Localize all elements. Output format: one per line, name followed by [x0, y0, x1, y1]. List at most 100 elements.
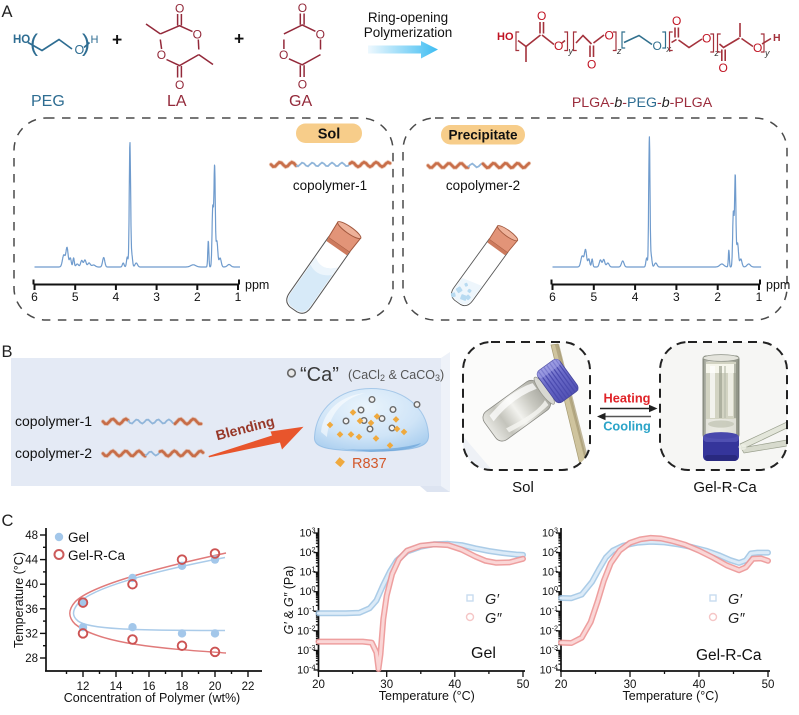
svg-text:O: O [537, 9, 546, 23]
svg-text:O: O [298, 1, 307, 15]
svg-text:z: z [714, 48, 720, 58]
svg-text:102: 102 [542, 545, 558, 559]
svg-text:2: 2 [714, 290, 721, 304]
svg-text:4: 4 [113, 290, 120, 304]
svg-text:18: 18 [176, 681, 189, 693]
svg-text:O: O [175, 78, 184, 92]
svg-text:Polymerization: Polymerization [364, 25, 453, 40]
svg-text:Gel-R-Ca: Gel-R-Ca [693, 479, 757, 496]
svg-text:40: 40 [448, 679, 461, 691]
svg-text:O: O [672, 14, 681, 28]
svg-text:G″: G″ [728, 611, 745, 627]
svg-text:50: 50 [517, 679, 530, 691]
svg-text:3: 3 [153, 290, 160, 304]
svg-text:O: O [175, 2, 184, 16]
svg-text:y: y [568, 46, 574, 56]
svg-text:28: 28 [25, 653, 38, 665]
svg-text:O: O [653, 39, 662, 53]
svg-text:103: 103 [542, 526, 558, 540]
svg-text:40: 40 [25, 579, 38, 591]
svg-text:Concentration of Polymer (wt%): Concentration of Polymer (wt%) [64, 691, 240, 705]
svg-text:ppm: ppm [766, 278, 790, 292]
svg-text:O: O [75, 43, 85, 57]
svg-text:14: 14 [110, 681, 123, 693]
svg-text:G″: G″ [485, 611, 502, 627]
svg-text:Ring-opening: Ring-opening [368, 10, 448, 25]
svg-text:PLGA-b-PEG-b-PLGA: PLGA-b-PEG-b-PLGA [572, 95, 713, 111]
svg-text:+: + [112, 30, 122, 50]
svg-text:Precipitate: Precipitate [448, 128, 518, 143]
svg-text:): ) [82, 30, 90, 57]
svg-text:16: 16 [143, 681, 156, 693]
svg-text:101: 101 [542, 565, 558, 579]
svg-text:O: O [719, 61, 728, 75]
svg-text:A: A [2, 3, 13, 21]
svg-text:30: 30 [380, 679, 393, 691]
svg-text:32: 32 [25, 628, 38, 640]
svg-text:5: 5 [72, 290, 79, 304]
svg-text:50: 50 [762, 679, 775, 691]
svg-text:C: C [2, 512, 14, 530]
svg-text:G′: G′ [728, 592, 743, 608]
svg-text:HO: HO [497, 31, 514, 43]
svg-text:O: O [193, 28, 202, 42]
svg-text:100: 100 [299, 584, 315, 598]
svg-text:102: 102 [299, 545, 315, 559]
svg-text:101: 101 [299, 565, 315, 579]
svg-text:44: 44 [25, 555, 38, 567]
svg-text:(: ( [30, 30, 38, 57]
svg-text:+: + [234, 29, 244, 49]
svg-text:3: 3 [673, 290, 680, 304]
svg-text:ppm: ppm [245, 278, 269, 292]
svg-text:z: z [616, 46, 622, 56]
svg-text:22: 22 [242, 681, 255, 693]
svg-text:Temperature (°C): Temperature (°C) [379, 689, 475, 703]
svg-text:copolymer-2: copolymer-2 [15, 445, 92, 461]
svg-text:B: B [2, 343, 13, 361]
svg-text:O: O [587, 58, 596, 72]
svg-text:Gel: Gel [471, 645, 496, 662]
svg-text:GA: GA [289, 93, 312, 110]
svg-text:O: O [702, 32, 711, 46]
svg-text:(CaCl2 & CaCO3): (CaCl2 & CaCO3) [348, 368, 444, 383]
svg-text:40: 40 [693, 679, 706, 691]
svg-text:6: 6 [31, 290, 38, 304]
svg-text:O: O [605, 29, 614, 43]
svg-text:O: O [753, 41, 762, 55]
svg-text:100: 100 [542, 584, 558, 598]
svg-text:HO: HO [13, 34, 30, 46]
svg-text:H: H [773, 32, 781, 44]
svg-text:Temperature (°C): Temperature (°C) [623, 689, 719, 703]
svg-text:30: 30 [624, 679, 637, 691]
svg-text:G′: G′ [485, 592, 500, 608]
svg-text:LA: LA [167, 93, 187, 110]
svg-text:20: 20 [312, 679, 325, 691]
svg-text:Sol: Sol [318, 127, 341, 143]
svg-text:Sol: Sol [512, 479, 534, 496]
svg-text:103: 103 [299, 526, 315, 540]
svg-text:1: 1 [235, 290, 242, 304]
svg-text:O: O [554, 39, 563, 53]
svg-text:12: 12 [77, 681, 90, 693]
svg-text:36: 36 [25, 604, 38, 616]
svg-text:y: y [764, 48, 770, 58]
svg-text:O: O [298, 78, 307, 92]
svg-text:20: 20 [555, 679, 568, 691]
svg-text:Heating: Heating [604, 391, 651, 406]
svg-text:copolymer-1: copolymer-1 [293, 178, 367, 193]
svg-text:5: 5 [590, 290, 597, 304]
svg-text:O: O [316, 28, 325, 42]
svg-text:Gel: Gel [68, 530, 89, 545]
svg-text:copolymer-2: copolymer-2 [446, 178, 520, 193]
svg-text:4: 4 [632, 290, 639, 304]
svg-text:G′ & G″ (Pa): G′ & G″ (Pa) [282, 566, 296, 635]
svg-text:6: 6 [549, 290, 556, 304]
svg-text:x: x [666, 44, 672, 54]
svg-text:20: 20 [209, 681, 222, 693]
svg-text:48: 48 [25, 530, 38, 542]
svg-text:Gel-R-Ca: Gel-R-Ca [696, 647, 762, 664]
svg-text:O: O [279, 48, 288, 62]
svg-text:1: 1 [756, 290, 763, 304]
svg-text:PEG: PEG [31, 93, 65, 110]
svg-text:Cooling: Cooling [603, 419, 651, 434]
